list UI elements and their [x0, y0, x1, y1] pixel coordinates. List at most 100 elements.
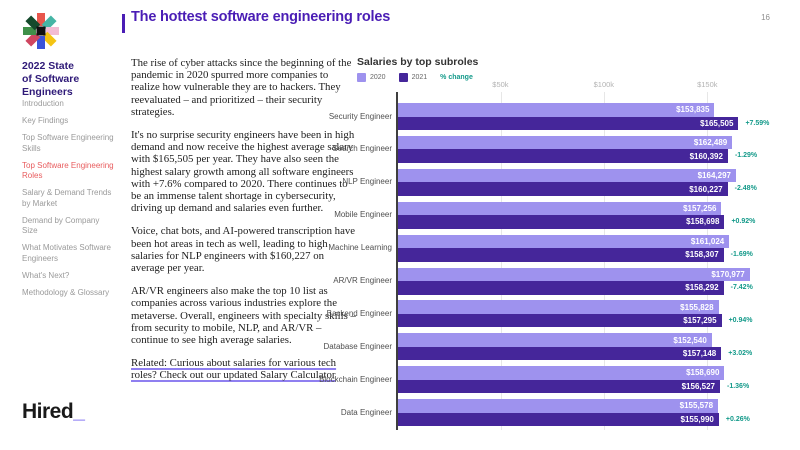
salary-calculator-link[interactable]: Related: Curious about salaries for vari…	[131, 357, 337, 382]
pct-change-label: +0.94%	[728, 316, 753, 324]
bar-value-label: $162,489	[693, 138, 728, 148]
pct-change-label: -1.29%	[734, 152, 758, 160]
sidebar-item[interactable]: What Motivates Software Engineers	[22, 243, 111, 264]
bar-row: $157,256	[398, 201, 758, 216]
bar-2020: $162,489	[398, 135, 733, 150]
category-label: Machine Learning	[328, 243, 392, 253]
legend-pct-change: % change	[440, 74, 473, 81]
x-axis-tick-label: $100k	[593, 80, 615, 89]
bar-row: $158,698 +0.92%	[398, 215, 758, 229]
bar-2020: $170,977	[398, 267, 750, 281]
bar-row: $158,292 -7.42%	[398, 281, 758, 295]
bar-row: $164,297	[398, 168, 758, 183]
bar-row: $155,828	[398, 300, 758, 314]
bar-value-label: $164,297	[697, 171, 731, 181]
hired-wordmark-text: Hired	[22, 400, 74, 423]
bar-2021: $157,148	[398, 346, 722, 361]
sidebar-item[interactable]: Methodology & Glossary	[22, 288, 110, 298]
pct-change-label: +0.26%	[725, 415, 750, 423]
bar-2020: $153,835	[398, 103, 715, 117]
bar-2020: $152,540	[398, 333, 712, 347]
bar-2021: $157,295	[398, 313, 722, 328]
pct-change-label: -7.42%	[730, 284, 753, 291]
body-text: The rise of cyber attacks since the begi…	[131, 57, 357, 382]
bar-value-label: $155,578	[679, 401, 714, 411]
bar-2020: $155,578	[398, 399, 719, 413]
bar-value-label: $165,505	[700, 118, 734, 128]
category-label: Data Engineer	[340, 407, 392, 417]
body-paragraph: The rise of cyber attacks since the begi…	[131, 57, 352, 118]
sidebar-item[interactable]: Demand by Company Size	[22, 215, 100, 236]
category-labels: Security Engineer Search Engineer NLP Engi…	[318, 92, 392, 430]
bar-value-label: $160,227	[689, 184, 723, 194]
bar-value-label: $161,024	[690, 236, 725, 246]
bar-value-label: $152,540	[673, 335, 707, 345]
category-label: Security Engineer	[328, 111, 392, 121]
sidebar-item[interactable]: Top Software Engineering Skills	[22, 133, 114, 153]
sidebar-item[interactable]: Salary & Demand Trends by Market	[22, 188, 112, 208]
bar-value-label: $157,148	[682, 349, 717, 359]
bar-group: $162,489 $160,392 -1.29%	[398, 135, 758, 163]
chart-title: Salaries by top subroles	[357, 56, 479, 68]
hired-wordmark-underscore: _	[73, 400, 85, 423]
bar-row: $158,307 -1.69%	[398, 248, 758, 262]
bar-2021: $160,392	[398, 149, 728, 163]
bar-group: $170,977 $158,292 -7.42%	[398, 267, 758, 295]
bar-row: $157,148 +3.02%	[398, 346, 758, 361]
body-paragraph: Voice, chat bots, and AI-powered transcr…	[131, 225, 356, 275]
pct-change-label: +3.02%	[728, 349, 753, 357]
bar-value-label: $160,392	[689, 151, 723, 161]
bar-2021: $158,698	[398, 215, 725, 229]
category-label: Search Engineer	[332, 144, 392, 154]
bar-value-label: $155,828	[680, 302, 714, 312]
sidebar-item[interactable]: Introduction	[22, 99, 64, 108]
sidebar-item[interactable]: What's Next?	[22, 271, 70, 281]
category-label: Mobile Engineer	[334, 210, 392, 220]
hired-asterisk-logo	[23, 13, 59, 49]
bar-row: $157,295 +0.94%	[398, 313, 758, 328]
bar-2020: $158,690	[398, 366, 725, 380]
bar-group: $164,297 $160,227 -2.48%	[398, 168, 758, 196]
category-label: Backend Engineer	[326, 308, 392, 318]
legend-label: 2021	[411, 74, 428, 81]
x-axis-tick-label: $50k	[492, 80, 509, 89]
bar-row: $155,578	[398, 399, 758, 413]
bar-value-label: $156,527	[681, 381, 715, 391]
bar-2021: $155,990	[398, 412, 719, 427]
bar-value-label: $153,835	[676, 105, 710, 115]
sidebar-item[interactable]: Top Software Engineering Roles	[22, 160, 114, 181]
bar-row: $160,392 -1.29%	[398, 149, 758, 163]
bar-group: $157,256 $158,698 +0.92%	[398, 201, 758, 229]
hired-wordmark: Hired_	[22, 400, 85, 424]
sidebar-nav: Introduction Key Findings Top Software Eng…	[22, 99, 114, 305]
pct-change-label: -1.36%	[726, 382, 750, 390]
bar-row: $165,505 +7.59%	[398, 116, 769, 130]
bar-row: $152,540	[398, 333, 758, 347]
bar-value-label: $158,690	[686, 368, 720, 378]
bar-value-label: $170,977	[711, 269, 745, 279]
page-title: The hottest software engineering roles	[131, 9, 391, 25]
bar-group: $155,828 $157,295 +0.94%	[398, 300, 758, 328]
x-axis-labels: $50k $100k $150k	[397, 80, 759, 90]
bar-group: $158,690 $156,527 -1.36%	[398, 366, 758, 394]
legend-swatch	[398, 73, 408, 82]
bar-row: $153,835	[398, 103, 758, 117]
sidebar-item[interactable]: Key Findings	[22, 116, 69, 126]
title-accent-bar	[122, 14, 125, 33]
category-label: AR/VR Engineer	[333, 276, 392, 285]
bar-2020: $155,828	[398, 300, 719, 314]
bar-row: $156,527 -1.36%	[398, 379, 758, 394]
bar-row: $161,024	[398, 234, 758, 249]
body-paragraph: It's no surprise security engineers have…	[131, 129, 355, 215]
bar-value-label: $155,990	[680, 414, 714, 424]
pct-change-label: +7.59%	[745, 119, 770, 127]
bar-group: $155,578 $155,990 +0.26%	[398, 399, 758, 427]
body-paragraph: AR/VR engineers also make the top 10 lis…	[131, 285, 356, 347]
bar-value-label: $158,307	[685, 250, 719, 260]
bar-group: $153,835 $165,505 +7.59%	[398, 103, 769, 130]
bar-2021: $158,292	[398, 281, 724, 295]
bar-value-label: $158,292	[685, 283, 719, 293]
bar-2021: $165,505	[398, 116, 739, 130]
bar-group: $152,540 $157,148 +3.02%	[398, 333, 758, 361]
